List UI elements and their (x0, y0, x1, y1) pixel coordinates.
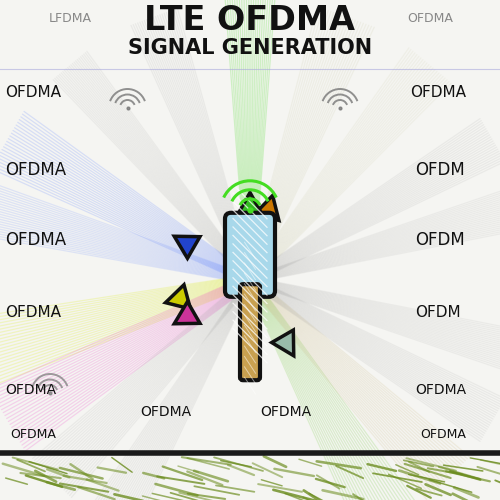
Text: LFDMA: LFDMA (48, 12, 92, 25)
Text: OFDMA: OFDMA (5, 231, 66, 249)
Polygon shape (174, 302, 200, 324)
Text: LTE OFDMA: LTE OFDMA (144, 4, 356, 36)
Text: OFDM: OFDM (415, 305, 461, 320)
Text: OFDMA: OFDMA (10, 428, 56, 442)
Text: OFDMA: OFDMA (5, 383, 56, 397)
Text: OFDMA: OFDMA (407, 12, 453, 25)
FancyBboxPatch shape (225, 213, 275, 297)
FancyBboxPatch shape (240, 284, 260, 380)
Polygon shape (166, 284, 190, 309)
Text: OFDMA: OFDMA (420, 428, 466, 442)
Polygon shape (272, 330, 294, 356)
Text: OFDMA: OFDMA (260, 406, 311, 419)
Text: OFDMA: OFDMA (140, 406, 191, 419)
Text: OFDMA: OFDMA (415, 383, 466, 397)
Text: OFDMA: OFDMA (5, 161, 66, 179)
Text: OFDMA: OFDMA (410, 85, 466, 100)
Text: OFDM: OFDM (415, 161, 465, 179)
Polygon shape (254, 196, 279, 220)
Polygon shape (174, 236, 200, 258)
Polygon shape (238, 192, 262, 215)
Text: OFDMA: OFDMA (5, 305, 61, 320)
Text: OFDMA: OFDMA (5, 85, 61, 100)
Text: OFDM: OFDM (415, 231, 465, 249)
Text: SIGNAL GENERATION: SIGNAL GENERATION (128, 38, 372, 58)
